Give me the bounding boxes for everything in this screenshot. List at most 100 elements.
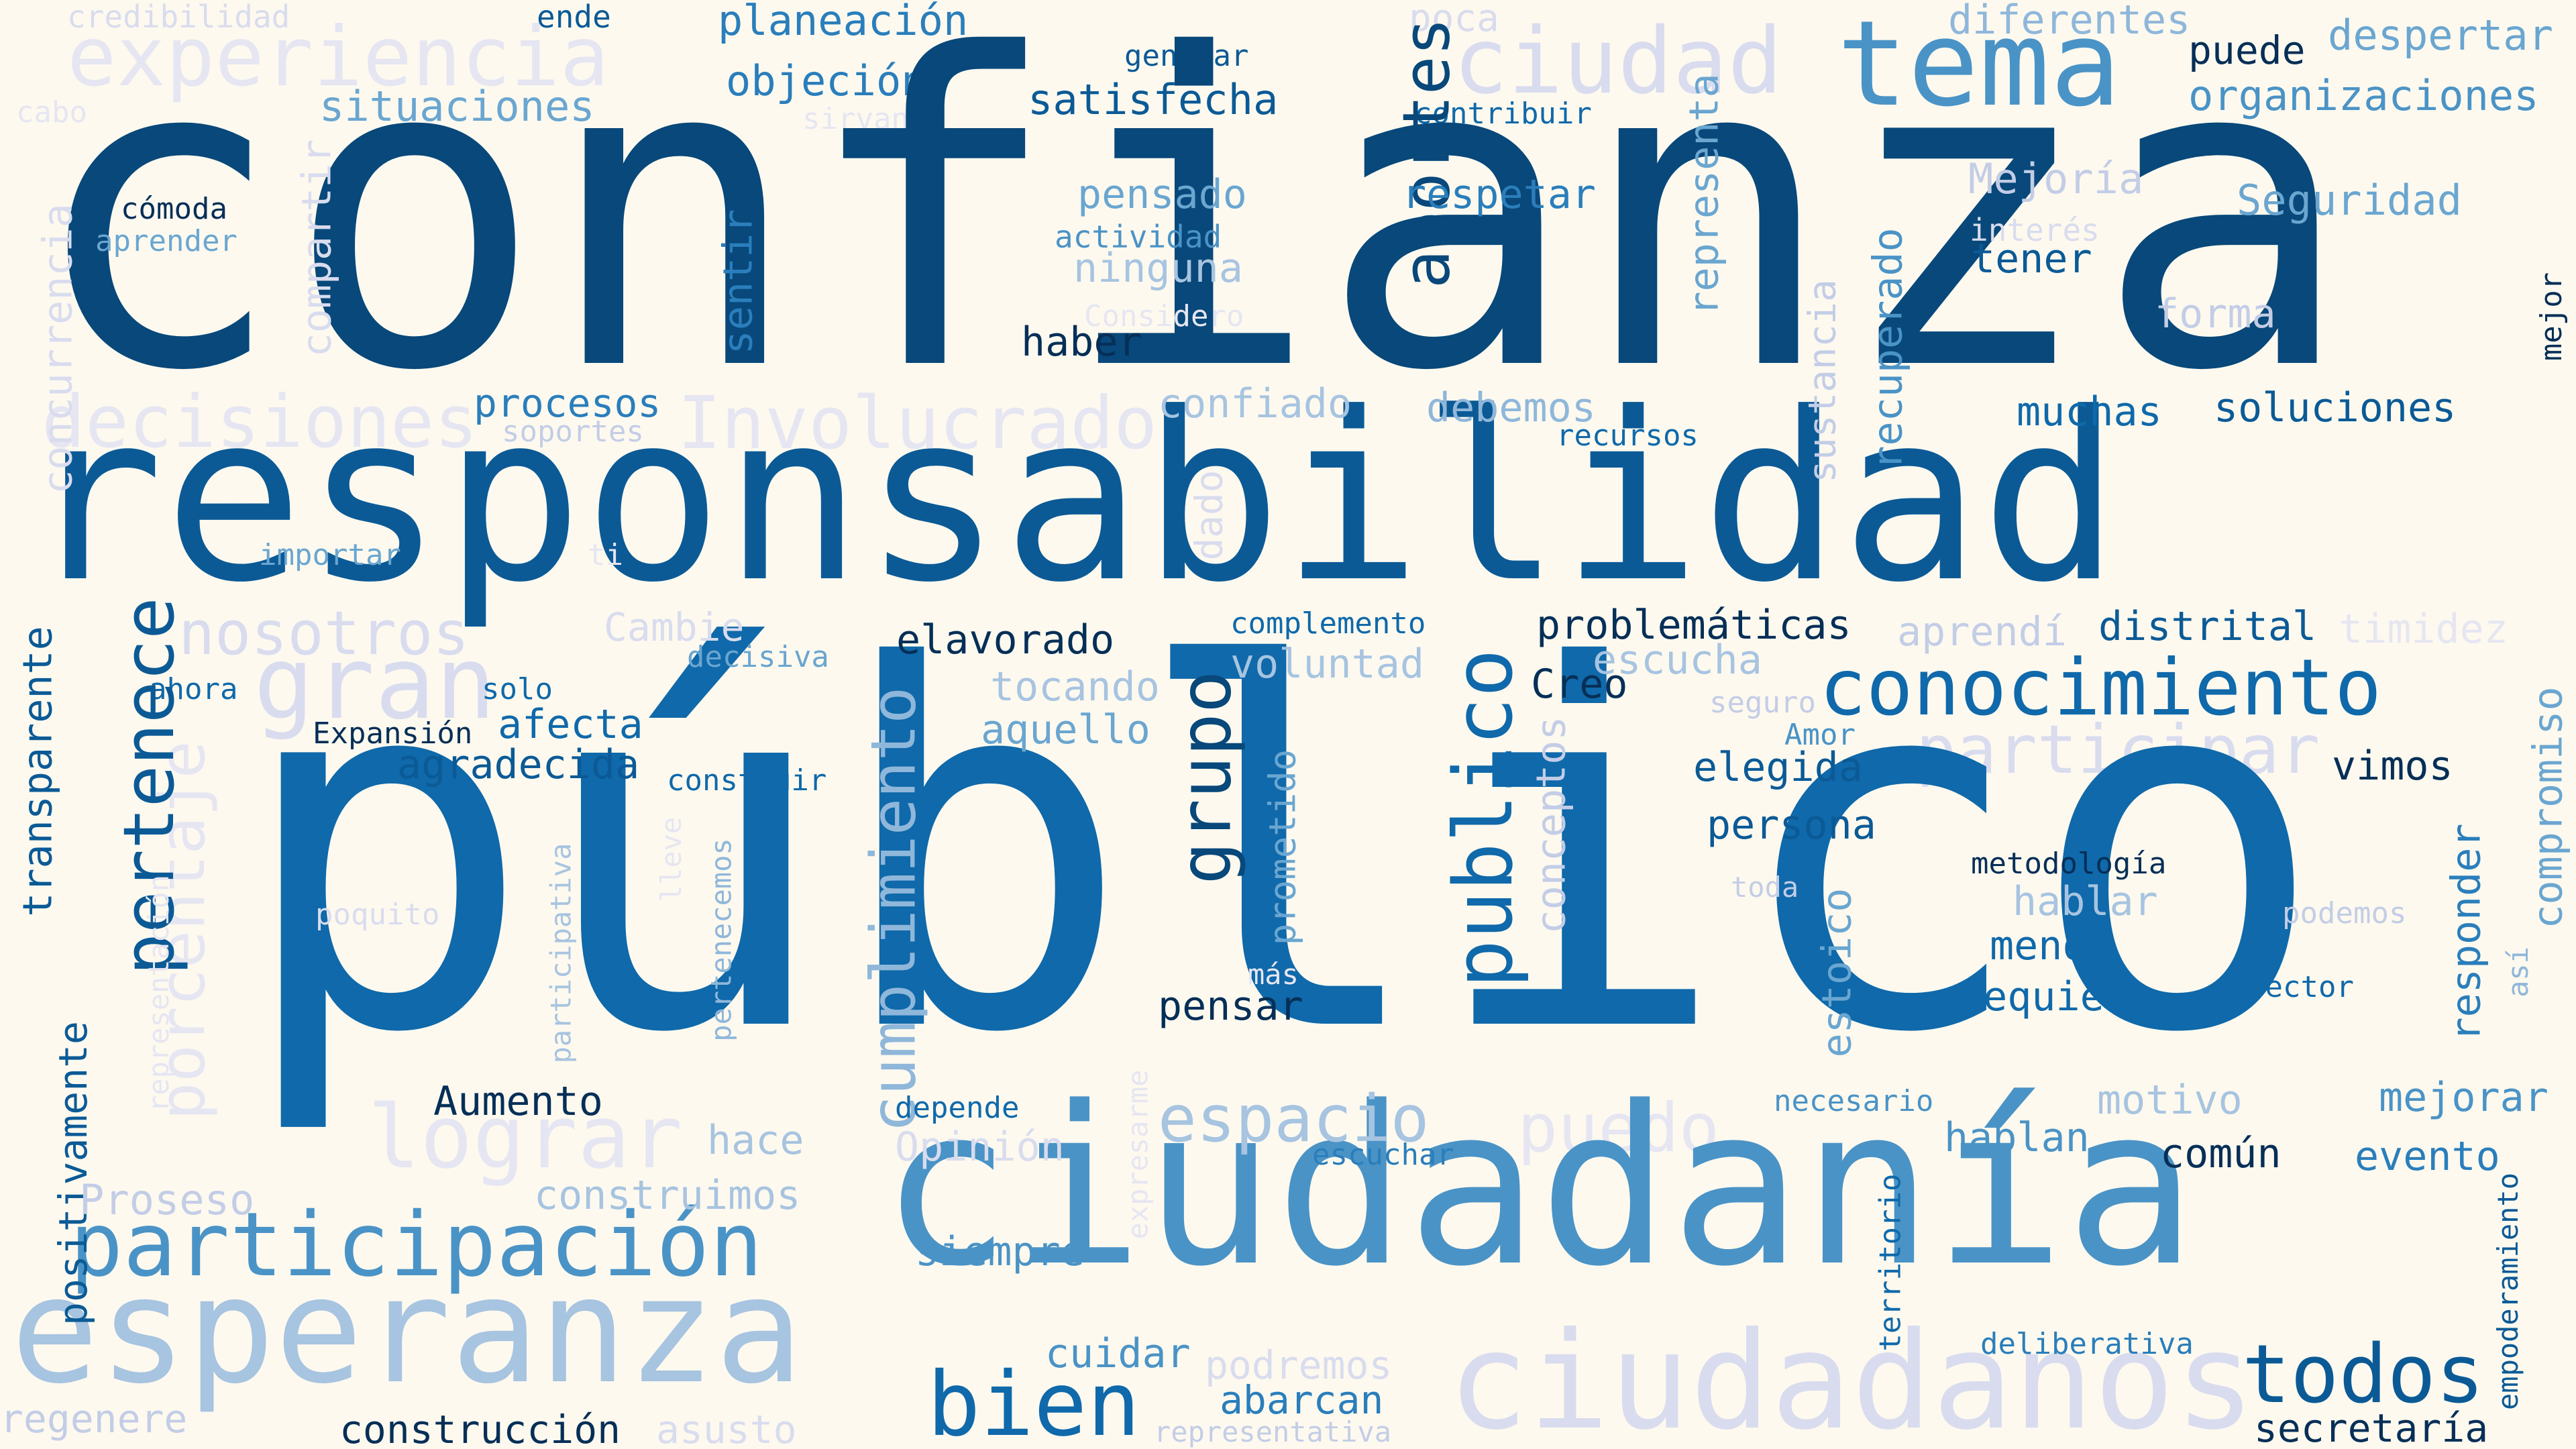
word-confiado: confiado: [1158, 380, 1352, 427]
word-participacion: participación: [70, 1193, 763, 1297]
word-compromiso: compromiso: [2524, 686, 2572, 929]
word-concurrencia: concurrencia: [34, 203, 82, 494]
word-ende: ende: [537, 0, 611, 35]
word-hace: hace: [707, 1117, 804, 1164]
word-cumplimiento: cumplimiento: [857, 686, 930, 1133]
word-planeacion: planeación: [718, 0, 969, 45]
word-soportes: soportes: [502, 415, 644, 449]
word-voluntad: voluntad: [1230, 641, 1424, 688]
word-solo: solo: [482, 672, 553, 706]
word-evento: evento: [2355, 1133, 2500, 1180]
word-pertenecemos: pertenecemos: [704, 838, 738, 1042]
word-representacion: representación: [142, 874, 176, 1113]
word-representativa: representativa: [1154, 1415, 1392, 1448]
word-mas: más: [1248, 958, 1299, 991]
word-recursos: recursos: [1556, 419, 1699, 453]
word-participativa: participativa: [544, 843, 578, 1064]
word-gran: gran: [254, 625, 496, 742]
word-poquito: poquito: [315, 898, 440, 932]
word-abarcan: abarcan: [1220, 1377, 1384, 1423]
word-deliberativa: deliberativa: [1980, 1327, 2194, 1361]
word-contribuir: contribuir: [1414, 97, 1592, 131]
word-complemento: complemento: [1230, 606, 1426, 641]
word-vimos: vimos: [2332, 743, 2453, 790]
word-escucha: escucha: [1593, 637, 1762, 684]
word-espacio: espacio: [1158, 1081, 1430, 1157]
word-sirvan: sirvan: [802, 102, 909, 136]
word-satisfecha: satisfecha: [1028, 75, 1279, 124]
word-debemos: debemos: [1426, 384, 1596, 431]
word-respetar: respetar: [1402, 171, 1596, 218]
word-situaciones: situaciones: [319, 82, 595, 131]
word-haber: haber: [1021, 319, 1142, 366]
word-positivamente: positivamente: [50, 1021, 96, 1326]
word-sentir: sentir: [714, 209, 762, 355]
word-despertar: despertar: [2328, 11, 2553, 60]
word-interes: interés: [1970, 212, 2100, 248]
word-construccion: construcción: [339, 1407, 621, 1449]
word-menos: menos: [1990, 922, 2111, 969]
word-ciudadania: ciudadanía: [880, 1059, 2197, 1314]
word-sector: sector: [2247, 970, 2354, 1004]
word-aumento: Aumento: [433, 1078, 603, 1125]
word-mejor: mejor: [2534, 272, 2569, 362]
word-conocimiento: conocimiento: [1819, 643, 2382, 733]
word-nosotros: nosotros: [178, 598, 470, 669]
word-construimos: construimos: [534, 1172, 801, 1219]
word-procesos: procesos: [474, 380, 661, 426]
word-creo: Creo: [1531, 661, 1628, 708]
word-ahora: ahora: [149, 672, 238, 706]
word-forma: forma: [2155, 290, 2276, 337]
word-mejoria: Mejoría: [1968, 154, 2144, 203]
word-lograr: lograr: [368, 1086, 683, 1188]
word-seguro: seguro: [1709, 686, 1816, 720]
word-afecta: afecta: [498, 701, 643, 748]
word-tocando: tocando: [990, 663, 1160, 710]
word-bien: bien: [927, 1353, 1140, 1449]
word-sustancia: sustancia: [1801, 279, 1845, 483]
word-responsabilidad: responsabilidad: [24, 363, 2121, 633]
word-transparente: transparente: [14, 626, 62, 917]
word-expresarme: expresarme: [1121, 1069, 1155, 1240]
word-distrital: distrital: [2098, 603, 2317, 650]
word-motivo: motivo: [2097, 1077, 2243, 1124]
word-elavorado: elavorado: [896, 616, 1115, 663]
word-podremos: podremos: [1205, 1342, 1393, 1388]
word-expansion: Expansión: [313, 716, 473, 751]
word-construir: construir: [667, 763, 827, 798]
word-agradecida: agradecida: [397, 741, 640, 788]
word-depende: depende: [895, 1091, 1020, 1125]
word-podemos: podemos: [2282, 896, 2407, 930]
word-cambie: Cambie: [604, 604, 745, 650]
word-persona: persona: [1707, 802, 1876, 849]
word-experiencia: experiencia: [67, 9, 609, 105]
word-cuidar: cuidar: [1045, 1330, 1191, 1377]
word-mejorar: mejorar: [2379, 1074, 2548, 1121]
word-aprendi: aprendí: [1897, 608, 2067, 655]
word-amor: Amor: [1784, 718, 1856, 752]
word-decisiones: decisiones: [42, 380, 478, 464]
word-siempre: siempre: [915, 1228, 1085, 1275]
word-tener: tener: [1971, 235, 2092, 282]
word-hablar: hablar: [2012, 878, 2158, 925]
word-requiere: requiere: [1959, 973, 2153, 1020]
word-opinion: Opinión: [895, 1124, 1065, 1171]
word-publico-acento: público: [235, 563, 2327, 1141]
word-objecion: objeción: [726, 56, 926, 105]
word-participar: participar: [1916, 710, 2320, 789]
word-todos: todos: [2242, 1328, 2485, 1421]
word-compartir: compartir: [293, 139, 341, 358]
word-importar: importar: [259, 538, 401, 572]
word-considero: Considero: [1084, 299, 1244, 333]
word-prometido: prometido: [1261, 749, 1304, 946]
word-organizaciones: organizaciones: [2188, 71, 2539, 120]
word-ninguna: ninguna: [1073, 245, 1243, 292]
word-muchas: muchas: [2017, 388, 2162, 435]
word-elegida: elegida: [1693, 744, 1863, 791]
word-necesario: necesario: [1774, 1084, 1934, 1118]
word-generar: generar: [1124, 39, 1249, 73]
word-comoda: cómoda: [121, 192, 227, 226]
word-puede: puede: [2188, 28, 2306, 73]
word-aquello: aquello: [981, 706, 1150, 753]
